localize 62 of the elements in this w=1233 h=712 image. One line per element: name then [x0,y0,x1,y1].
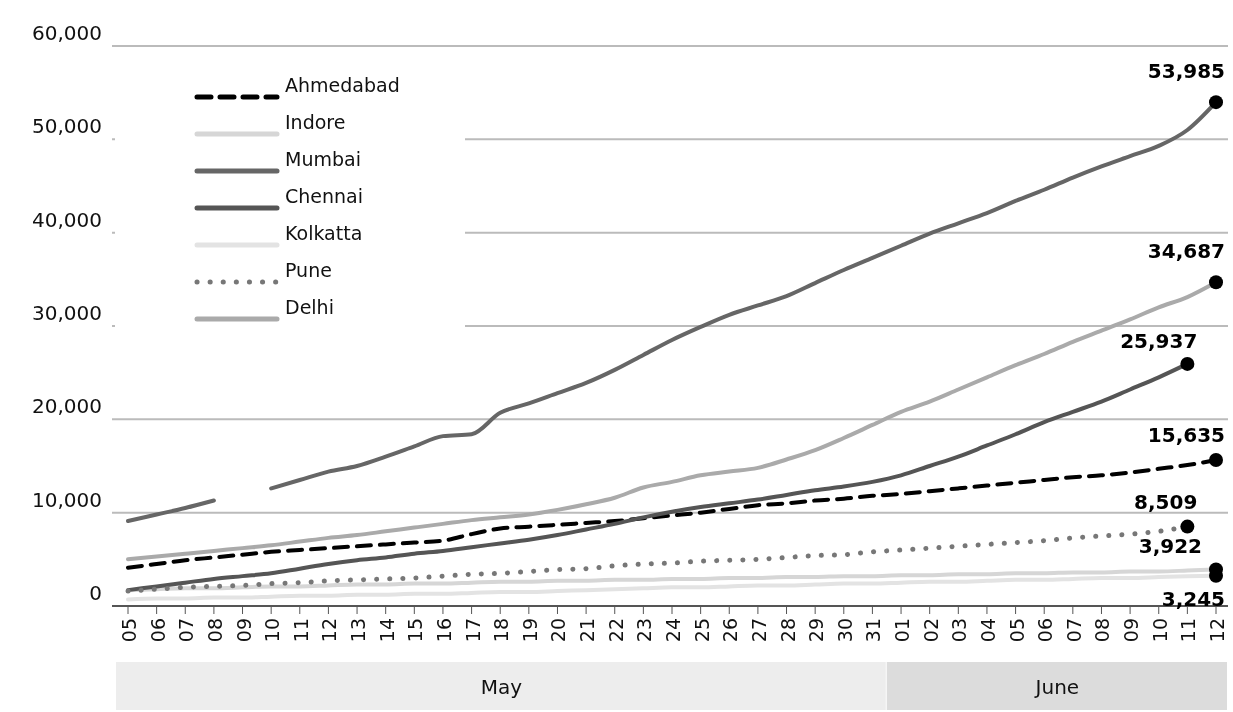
x-tick-label: 19 [518,618,541,643]
y-tick-label: 10,000 [32,487,102,512]
x-tick-label: 22 [604,618,627,643]
legend-label: Indore [285,111,346,133]
x-tick-label: 10 [1148,618,1171,643]
x-tick-label: 11 [1177,618,1200,643]
x-tick-label: 05 [1005,618,1028,643]
y-tick-label: 50,000 [32,114,102,139]
legend-label: Pune [285,259,332,281]
x-tick-label: 12 [318,618,341,643]
x-tick-label: 27 [747,618,770,643]
y-tick-label: 40,000 [32,207,102,232]
x-tick-label: 26 [719,618,742,643]
x-tick-label: 14 [375,618,398,643]
y-tick-label: 60,000 [32,21,102,45]
x-tick-label: 11 [289,618,312,643]
data-label: 34,687 [1147,239,1225,264]
x-tick-label: 21 [576,618,599,643]
x-tick-label: 04 [976,618,999,643]
x-tick-label: 09 [1120,618,1143,643]
x-tick-label: 13 [347,618,370,643]
x-tick-label: 06 [146,618,169,643]
text: June [1033,675,1080,699]
x-tick-label: 01 [891,618,914,643]
x-tick-label: 20 [547,618,570,643]
x-tick-label: 18 [490,618,513,643]
x-tick-label: 05 [118,618,140,643]
data-label: 3,922 [1138,534,1202,559]
x-tick-label: 25 [690,618,713,643]
x-tick-label: 07 [175,618,198,643]
data-label: 8,509 [1134,489,1198,514]
x-tick-label: 08 [1091,618,1114,643]
x-tick-label: 12 [1206,618,1228,643]
x-tick-label: 31 [862,618,885,643]
legend-label: Chennai [285,185,364,207]
x-tick-label: 17 [461,618,484,643]
legend-label: Kolkatta [285,222,363,244]
x-tick-label: 07 [1062,618,1085,643]
data-label: 53,985 [1147,59,1225,84]
legend-label: Delhi [285,296,334,318]
data-label: 3,245 [1161,586,1225,611]
x-tick-label: 09 [232,618,255,643]
y-tick-label: 20,000 [32,394,102,419]
data-label: 25,937 [1120,328,1198,353]
x-tick-label: 08 [203,618,226,643]
x-tick-label: 06 [1034,618,1057,643]
x-tick-label: 03 [948,618,971,643]
x-tick-label: 10 [261,618,284,643]
legend-label: Mumbai [285,148,361,170]
x-tick-label: 24 [662,618,684,643]
x-tick-label: 28 [776,618,799,643]
x-tick-label: 30 [833,618,856,643]
y-tick-label: 30,000 [32,301,102,325]
x-tick-label: 15 [404,618,427,643]
x-tick-label: 02 [919,618,942,643]
data-label: 15,635 [1147,423,1225,448]
x-tick-label: 23 [633,618,656,643]
text: May [480,675,523,699]
x-tick-label: 16 [432,618,455,643]
legend-label: Ahmedabad [285,74,400,96]
y-tick-label: 0 [89,581,102,605]
x-tick-label: 29 [805,618,828,643]
